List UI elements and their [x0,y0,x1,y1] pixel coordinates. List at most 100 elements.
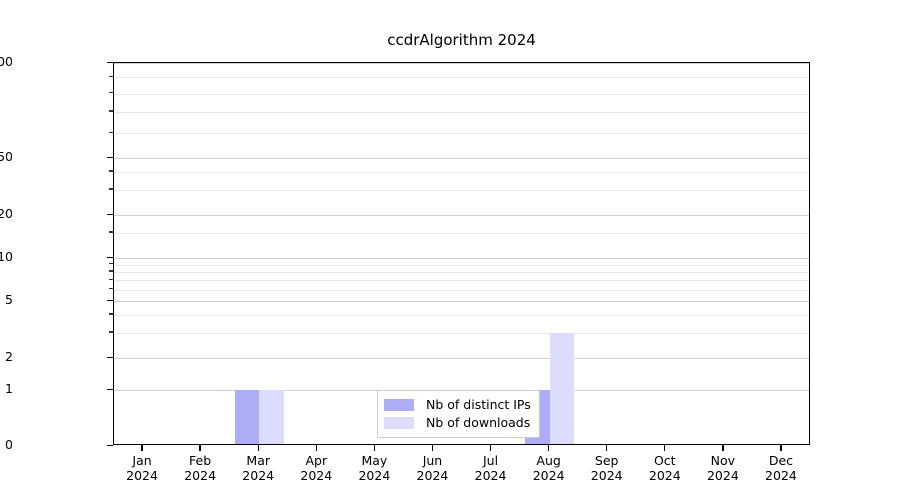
x-tick-label: Oct 2024 [630,453,700,483]
x-tick-month: Sep [594,453,619,468]
bar [259,390,284,444]
x-tick-label: Jul 2024 [456,453,526,483]
gridline-minor [114,93,809,95]
x-tick-label: Dec 2024 [746,453,816,483]
x-tick-year: 2024 [184,468,217,483]
y-tick-label: 10 [0,249,13,264]
plot-area [113,62,810,445]
chart-legend: Nb of distinct IPs Nb of downloads [377,390,540,438]
y-tick-label: 20 [0,206,13,221]
y-tick-mark-minor [109,75,113,78]
gridline-major [114,301,809,302]
x-tick-month: Nov [710,453,736,468]
x-tick-mark [664,445,666,451]
gridline-major [114,158,809,159]
x-tick-month: May [361,453,388,468]
y-tick-mark-minor [109,188,113,190]
y-tick-mark-minor [109,278,113,280]
y-tick-mark-minor [109,263,113,265]
legend-label: Nb of distinct IPs [426,397,531,412]
x-tick-year: 2024 [590,468,623,483]
x-tick-month: Dec [768,453,794,468]
x-tick-year: 2024 [126,468,158,483]
gridline-major [114,358,809,359]
x-tick-mark [431,445,434,451]
legend-item[interactable]: Nb of downloads [384,414,531,432]
y-tick-mark-minor [109,270,113,272]
gridline-major [114,258,809,259]
x-tick-mark [489,445,492,451]
gridline-minor [114,189,809,191]
x-axis: Jan 2024 Feb 2024 Mar 2024 Apr 2024 May 2024 Jun 20… [0,445,900,500]
y-tick-label: 0 [5,437,13,452]
x-tick-year: 2024 [648,468,681,483]
y-tick-mark-minor [109,170,113,172]
y-tick-mark-minor [109,92,113,94]
gridline-minor [114,289,809,291]
gridline-minor [114,314,809,316]
y-tick-mark [107,213,113,215]
y-tick-label: 100 [0,54,13,69]
x-tick-mark [722,445,724,451]
gridline-minor [114,77,809,79]
y-tick-mark-minor [109,231,113,233]
bars-layer [114,63,809,444]
x-tick-label: May 2024 [339,453,409,483]
gridline-major [114,215,809,216]
gridline-minor [114,232,809,234]
x-tick-label: Feb 2024 [165,453,235,483]
x-tick-year: 2024 [300,468,333,483]
x-tick-mark [606,445,608,451]
x-tick-label: Aug 2024 [514,453,584,483]
x-tick-year: 2024 [765,468,797,483]
legend-swatch-icon [384,399,414,411]
x-tick-label: Sep 2024 [572,453,642,483]
y-tick-label: 2 [5,349,13,364]
y-tick-mark [107,388,113,390]
legend-item[interactable]: Nb of distinct IPs [384,396,531,414]
x-tick-year: 2024 [474,468,507,483]
y-tick-mark-minor [109,313,113,315]
gridline-minor [114,332,809,334]
y-tick-mark [107,156,113,158]
x-tick-month: Jul [482,453,499,468]
bar [234,390,260,444]
x-tick-mark [257,445,259,451]
x-tick-month: Jan [132,453,152,468]
x-tick-month: Apr [305,453,328,468]
x-tick-mark [199,445,201,451]
x-tick-month: Mar [246,453,270,468]
y-tick-label: 5 [5,292,13,307]
legend-swatch-icon [384,417,414,429]
gridline-minor [114,264,809,266]
gridline-minor [114,171,809,173]
gridline-major [114,63,809,64]
x-tick-year: 2024 [358,468,391,483]
x-tick-month: Jun [422,453,443,468]
x-tick-year: 2024 [706,468,739,483]
gridline-minor [114,271,809,273]
y-tick-mark-minor [109,131,113,133]
x-tick-label: Mar 2024 [223,453,293,483]
x-tick-mark [780,445,782,451]
x-tick-year: 2024 [416,468,449,483]
gridline-minor [114,280,809,282]
y-tick-mark [107,256,113,258]
x-tick-label: Jun 2024 [397,453,467,483]
y-tick-mark-minor [109,110,113,112]
bar [549,332,575,444]
gridline-minor [114,111,809,113]
legend-label: Nb of downloads [426,415,531,430]
x-tick-mark [315,445,317,451]
gridline-minor [114,133,809,134]
x-tick-month: Feb [189,453,212,468]
y-axis: 0 1 2 5 10 20 50 100 [0,0,113,500]
y-tick-label: 1 [5,381,13,396]
x-tick-label: Jan 2024 [107,453,177,483]
y-tick-mark [107,61,113,63]
y-tick-mark [107,444,113,446]
x-tick-year: 2024 [242,468,275,483]
x-tick-mark [141,445,143,451]
y-tick-mark [107,356,113,358]
